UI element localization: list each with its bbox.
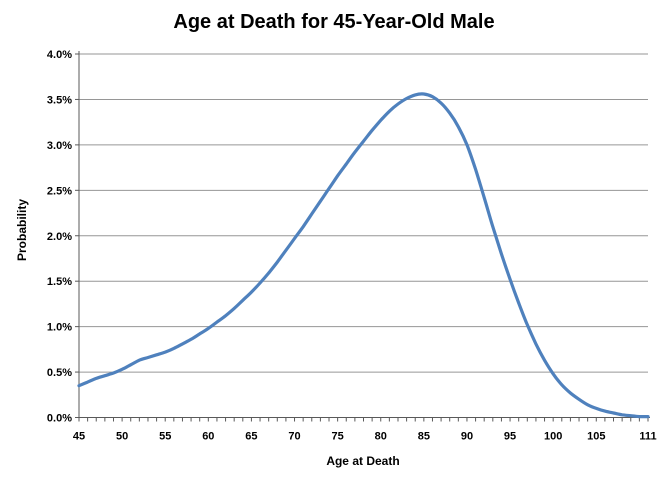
- x-tick-label: 50: [116, 431, 128, 443]
- y-tick-label: 3.0%: [47, 140, 72, 152]
- x-tick-label: 45: [73, 431, 85, 443]
- probability-curve: [77, 92, 650, 419]
- x-tick-label: 95: [504, 431, 516, 443]
- x-tick-label: 85: [418, 431, 430, 443]
- x-tick-label: 70: [288, 431, 300, 443]
- x-tick-label: 75: [332, 431, 344, 443]
- y-tick-label: 2.0%: [47, 231, 72, 243]
- x-tick-label: 111: [639, 431, 656, 443]
- y-tick-label: 0.0%: [47, 413, 72, 425]
- x-tick-label: 100: [544, 431, 562, 443]
- y-tick-label: 3.5%: [47, 94, 72, 106]
- x-axis-title: Age at Death: [326, 454, 400, 468]
- y-tick-label: 1.5%: [47, 276, 72, 288]
- y-tick-label: 4.0%: [47, 49, 72, 61]
- x-tick-label: 55: [159, 431, 171, 443]
- x-tick-label: 65: [245, 431, 257, 443]
- y-tick-label: 1.0%: [47, 322, 72, 334]
- y-tick-label: 0.5%: [47, 367, 72, 379]
- x-tick-label: 90: [461, 431, 473, 443]
- x-tick-label: 105: [587, 431, 605, 443]
- x-tick-label: 80: [375, 431, 387, 443]
- chart-title: Age at Death for 45-Year-Old Male: [173, 11, 495, 33]
- x-tick-label: 60: [202, 431, 214, 443]
- y-tick-label: 2.5%: [47, 185, 72, 197]
